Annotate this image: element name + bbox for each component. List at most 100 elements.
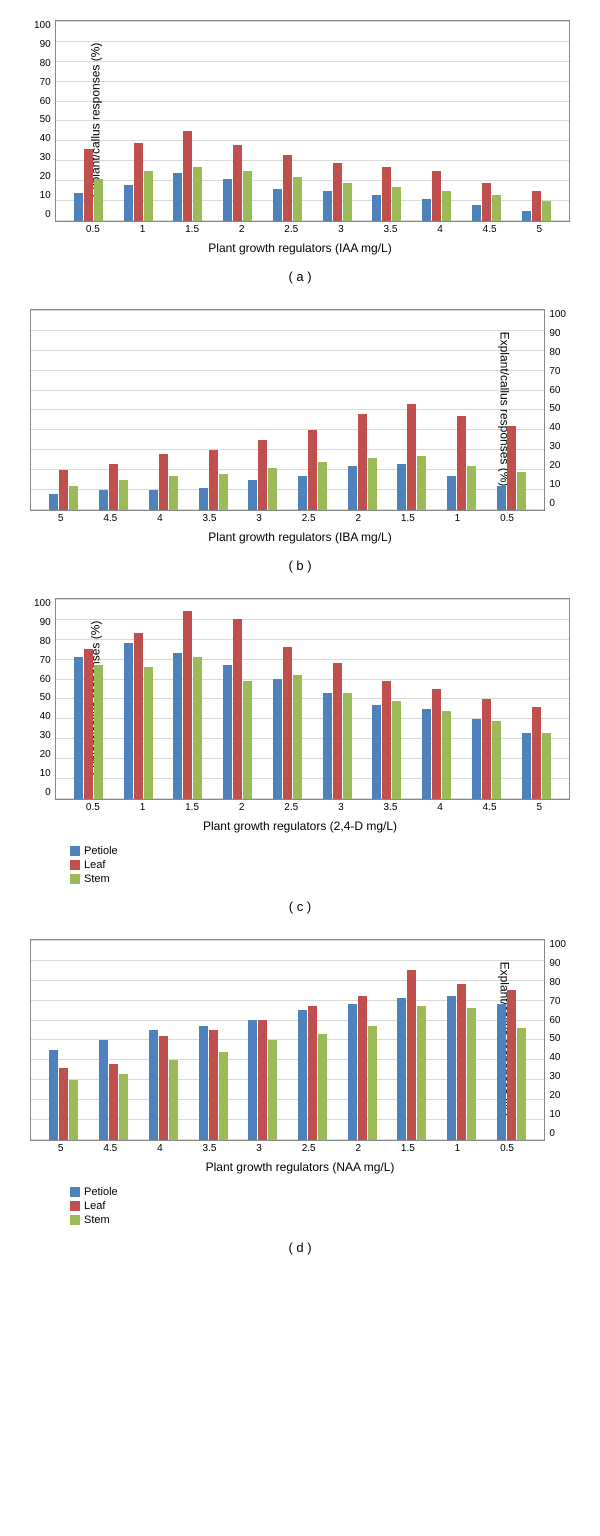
legend-label: Leaf [84, 1200, 105, 1212]
plot-area [55, 20, 570, 222]
y-tick: 10 [549, 1109, 566, 1120]
bar-group [99, 940, 128, 1140]
bar-stem [467, 1008, 476, 1140]
chart-c: 0102030405060708090100Explant/callus res… [30, 598, 570, 914]
bar-stem [144, 171, 153, 221]
bar-petiole [298, 476, 307, 510]
legend-swatch [70, 1187, 80, 1197]
x-axis-title: Plant growth regulators (IAA mg/L) [30, 241, 570, 255]
bar-leaf [283, 647, 292, 799]
bar-leaf [507, 990, 516, 1140]
bar-group [348, 940, 377, 1140]
bar-stem [69, 486, 78, 510]
y-tick: 100 [34, 598, 51, 609]
x-tick: 5 [58, 1143, 64, 1154]
y-tick: 0 [549, 1128, 566, 1139]
bar-group [248, 940, 277, 1140]
bar-petiole [273, 189, 282, 221]
bar-petiole [49, 494, 58, 510]
legend-item-petiole: Petiole [70, 845, 570, 857]
y-tick: 90 [549, 958, 566, 969]
bar-petiole [497, 486, 506, 510]
bar-petiole [248, 480, 257, 510]
bar-group [298, 310, 327, 510]
bar-leaf [457, 984, 466, 1140]
bar-group [273, 21, 302, 221]
bar-petiole [447, 996, 456, 1140]
bar-petiole [372, 195, 381, 221]
x-labels: 0.511.522.533.544.55 [58, 220, 570, 235]
bar-stem [193, 167, 202, 221]
legend-item-stem: Stem [70, 1214, 570, 1226]
chart-a: 0102030405060708090100Explant/callus res… [30, 20, 570, 284]
bar-group [223, 21, 252, 221]
bar-petiole [124, 185, 133, 221]
legend-label: Stem [84, 873, 110, 885]
bar-leaf [159, 1036, 168, 1140]
y-tick: 30 [34, 152, 51, 163]
bar-stem [119, 1074, 128, 1140]
bar-leaf [457, 416, 466, 510]
y-tick: 80 [34, 58, 51, 69]
y-tick: 0 [34, 787, 51, 798]
y-tick: 40 [34, 711, 51, 722]
bar-group [397, 940, 426, 1140]
bar-group [298, 940, 327, 1140]
bar-group [497, 310, 526, 510]
bar-group [472, 599, 501, 799]
bar-stem [219, 1052, 228, 1140]
y-tick: 80 [549, 347, 566, 358]
y-tick: 10 [34, 768, 51, 779]
bar-leaf [159, 454, 168, 510]
bar-petiole [447, 476, 456, 510]
bar-leaf [84, 149, 93, 221]
y-tick: 40 [549, 1052, 566, 1063]
bar-leaf [432, 171, 441, 221]
bar-stem [417, 1006, 426, 1140]
bar-petiole [422, 199, 431, 221]
bar-leaf [358, 996, 367, 1140]
bar-stem [492, 721, 501, 799]
bar-stem [94, 179, 103, 221]
x-tick: 1 [455, 1143, 461, 1154]
bar-group [199, 310, 228, 510]
bar-group [522, 21, 551, 221]
x-tick: 3 [256, 513, 262, 524]
bar-stem [392, 701, 401, 799]
y-tick: 20 [34, 749, 51, 760]
x-tick: 3 [256, 1143, 262, 1154]
x-tick: 3.5 [203, 513, 217, 524]
bar-leaf [482, 699, 491, 799]
legend: Petiole Leaf Stem [70, 1186, 570, 1226]
plot-area [30, 939, 545, 1141]
bar-leaf [59, 470, 68, 510]
y-tick: 80 [549, 977, 566, 988]
bar-stem [293, 675, 302, 799]
y-tick: 70 [34, 655, 51, 666]
bar-petiole [522, 211, 531, 221]
y-ticks: 0102030405060708090100 [30, 20, 55, 220]
bar-group [447, 310, 476, 510]
bar-leaf [134, 633, 143, 799]
x-tick: 2.5 [284, 224, 298, 235]
bar-leaf [134, 143, 143, 221]
bar-group [422, 599, 451, 799]
bar-stem [69, 1080, 78, 1140]
bar-stem [268, 468, 277, 510]
x-labels: 54.543.532.521.510.5 [30, 1139, 542, 1154]
bar-group [223, 599, 252, 799]
x-tick: 4.5 [483, 224, 497, 235]
x-tick: 5 [58, 513, 64, 524]
bar-leaf [407, 970, 416, 1140]
bar-group [497, 940, 526, 1140]
bar-petiole [223, 665, 232, 799]
x-tick: 4 [437, 802, 443, 813]
y-tick: 10 [34, 190, 51, 201]
legend-label: Petiole [84, 1186, 118, 1198]
y-tick: 30 [549, 441, 566, 452]
bar-stem [517, 1028, 526, 1140]
bar-petiole [323, 693, 332, 799]
bar-petiole [472, 719, 481, 799]
bar-petiole [397, 998, 406, 1140]
bar-leaf [333, 663, 342, 799]
